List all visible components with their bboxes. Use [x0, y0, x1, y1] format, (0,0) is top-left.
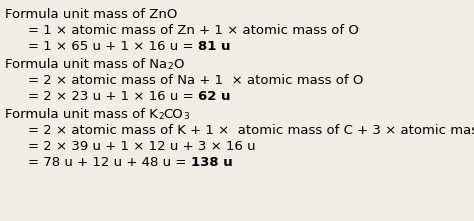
Text: 138 u: 138 u: [191, 156, 232, 169]
Text: = 1 × atomic mass of Zn + 1 × atomic mass of O: = 1 × atomic mass of Zn + 1 × atomic mas…: [28, 24, 359, 37]
Text: = 78 u + 12 u + 48 u =: = 78 u + 12 u + 48 u =: [28, 156, 191, 169]
Text: = 2 × 39 u + 1 × 12 u + 3 × 16 u: = 2 × 39 u + 1 × 12 u + 3 × 16 u: [28, 140, 255, 153]
Text: = 2 × atomic mass of Na + 1  × atomic mass of O: = 2 × atomic mass of Na + 1 × atomic mas…: [28, 74, 364, 87]
Text: = 2 × 23 u + 1 × 16 u =: = 2 × 23 u + 1 × 16 u =: [28, 90, 198, 103]
Text: 2: 2: [158, 112, 164, 121]
Text: = 1 × 65 u + 1 × 16 u =: = 1 × 65 u + 1 × 16 u =: [28, 40, 198, 53]
Text: Formula unit mass of Na: Formula unit mass of Na: [5, 58, 167, 71]
Text: O: O: [173, 58, 183, 71]
Text: 3: 3: [183, 112, 189, 121]
Text: CO: CO: [164, 108, 183, 121]
Text: 2: 2: [167, 62, 173, 71]
Text: Formula unit mass of ZnO: Formula unit mass of ZnO: [5, 8, 177, 21]
Text: 62 u: 62 u: [198, 90, 230, 103]
Text: 81 u: 81 u: [198, 40, 230, 53]
Text: Formula unit mass of K: Formula unit mass of K: [5, 108, 158, 121]
Text: = 2 × atomic mass of K + 1 ×  atomic mass of C + 3 × atomic mass of O: = 2 × atomic mass of K + 1 × atomic mass…: [28, 124, 474, 137]
